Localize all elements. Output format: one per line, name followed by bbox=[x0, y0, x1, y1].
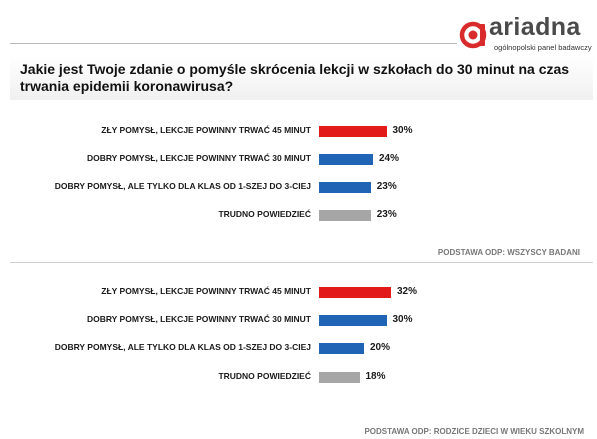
panel-divider bbox=[10, 262, 593, 263]
bar-value-label: 32% bbox=[397, 286, 418, 297]
question-title: Jakie jest Twoje zdanie o pomyśle skróce… bbox=[20, 61, 570, 94]
brand-name: ariadna bbox=[489, 13, 581, 41]
bar bbox=[319, 126, 387, 137]
bar bbox=[319, 343, 364, 354]
bar-value-label: 20% bbox=[370, 342, 391, 353]
bar-value-label: 23% bbox=[376, 181, 397, 192]
bar-value-label: 24% bbox=[379, 153, 400, 164]
bar bbox=[319, 372, 360, 383]
bar-value-label: 30% bbox=[392, 314, 413, 325]
base-note: PODSTAWA ODP: RODZICE DZIECI W WIEKU SZK… bbox=[364, 427, 584, 436]
base-note: PODSTAWA ODP: WSZYSCY BADANI bbox=[437, 248, 580, 257]
question-band bbox=[10, 56, 593, 100]
bar-category-label: ZŁY POMYSŁ, LEKCJE POWINNY TRWAĆ 45 MINU… bbox=[101, 286, 311, 296]
bar bbox=[319, 154, 373, 165]
bar-category-label: TRUDNO POWIEDZIEĆ bbox=[218, 209, 311, 219]
brand-logo: ariadna ogólnopolski panel badawczy bbox=[459, 13, 592, 52]
bar-category-label: DOBRY POMYSŁ, LEKCJE POWINNY TRWAĆ 30 MI… bbox=[86, 153, 311, 163]
bar-category-label: DOBRY POMYSŁ, LEKCJE POWINNY TRWAĆ 30 MI… bbox=[86, 314, 311, 324]
bar bbox=[319, 315, 387, 326]
bar-value-label: 30% bbox=[392, 125, 413, 136]
brand-tagline: ogólnopolski panel badawczy bbox=[494, 43, 592, 52]
bar-category-label: ZŁY POMYSŁ, LEKCJE POWINNY TRWAĆ 45 MINU… bbox=[101, 125, 311, 135]
ariadna-logo-icon bbox=[459, 21, 487, 49]
bar bbox=[319, 210, 371, 221]
bar-value-label: 23% bbox=[376, 209, 397, 220]
bar-category-label: DOBRY POMYSŁ, ALE TYLKO DLA KLAS OD 1-SZ… bbox=[54, 181, 311, 191]
bar bbox=[319, 182, 371, 193]
bar-category-label: DOBRY POMYSŁ, ALE TYLKO DLA KLAS OD 1-SZ… bbox=[54, 342, 311, 352]
bar-category-label: TRUDNO POWIEDZIEĆ bbox=[218, 371, 311, 381]
bar bbox=[319, 287, 391, 298]
header-rule bbox=[10, 43, 457, 44]
bar-value-label: 18% bbox=[365, 371, 386, 382]
